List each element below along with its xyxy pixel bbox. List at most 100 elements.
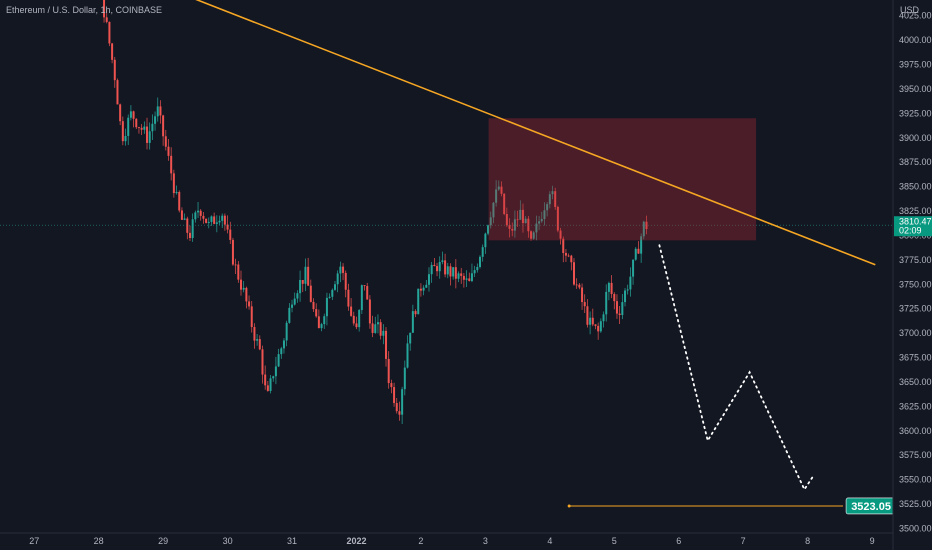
time-tick-label: 29 xyxy=(158,536,168,546)
candle xyxy=(218,215,221,226)
candle-body xyxy=(186,218,189,233)
candle-body xyxy=(360,285,363,311)
candle xyxy=(317,309,320,329)
candle-body xyxy=(508,225,511,229)
candle xyxy=(162,114,165,146)
candle-body xyxy=(495,189,498,203)
candle xyxy=(172,169,175,198)
candle-body xyxy=(178,191,181,211)
candle-body xyxy=(191,219,194,239)
candle-body xyxy=(207,221,210,223)
candle-body xyxy=(540,218,543,222)
candle xyxy=(508,218,511,238)
candle xyxy=(333,281,336,291)
candle xyxy=(164,129,167,151)
candle xyxy=(427,267,430,292)
candle xyxy=(519,200,522,220)
price-tick-label: 3750.00 xyxy=(899,279,932,289)
candle-body xyxy=(119,104,122,122)
candle xyxy=(309,279,312,303)
price-tick-label: 3775.00 xyxy=(899,255,932,265)
candle xyxy=(497,180,500,191)
candle-body xyxy=(156,106,159,117)
candle xyxy=(108,21,111,47)
candle xyxy=(449,263,452,286)
candle xyxy=(360,284,363,314)
candle-body xyxy=(393,387,396,404)
candle-body xyxy=(637,248,640,254)
candle-body xyxy=(489,217,492,226)
candle-body xyxy=(624,290,627,303)
time-tick-label: 30 xyxy=(223,536,233,546)
candle xyxy=(586,299,589,328)
candle xyxy=(546,202,549,217)
candle xyxy=(366,282,369,300)
candle-body xyxy=(484,233,487,248)
candle-body xyxy=(248,301,251,307)
candle-body xyxy=(256,339,259,341)
price-tick-label: 3600.00 xyxy=(899,426,932,436)
candle xyxy=(589,311,592,335)
price-tick-label: 4000.00 xyxy=(899,35,932,45)
candle-body xyxy=(564,252,567,256)
candle xyxy=(615,294,618,319)
candle-body xyxy=(358,310,361,328)
currency-label[interactable]: USD xyxy=(900,5,920,15)
time-tick-label: 8 xyxy=(805,536,810,546)
candle-body xyxy=(336,273,339,285)
candle xyxy=(379,319,382,340)
candle-body xyxy=(575,284,578,286)
candle xyxy=(607,281,610,301)
candle-body xyxy=(626,289,629,291)
candle xyxy=(597,322,600,340)
candle xyxy=(146,117,149,150)
candle xyxy=(269,374,272,394)
candle xyxy=(538,216,541,231)
price-tick-label: 3700.00 xyxy=(899,328,932,338)
candle-body xyxy=(215,222,218,224)
candle-body xyxy=(261,349,264,375)
candle-body xyxy=(470,273,473,282)
candle xyxy=(374,316,377,334)
candle-body xyxy=(116,80,119,105)
candle xyxy=(250,300,253,333)
candle-body xyxy=(108,21,111,44)
candle xyxy=(645,215,648,235)
candle xyxy=(237,261,240,283)
candle xyxy=(495,180,498,207)
candle xyxy=(401,386,404,424)
candle-body xyxy=(328,296,331,298)
candle xyxy=(277,348,280,367)
candle xyxy=(301,279,304,293)
candle-body xyxy=(452,267,455,277)
candle xyxy=(425,279,428,288)
candle-body xyxy=(583,302,586,307)
candle xyxy=(624,288,627,307)
candle-body xyxy=(581,287,584,303)
candle-body xyxy=(277,354,280,367)
candle xyxy=(248,295,251,310)
candle-body xyxy=(210,216,213,222)
candle-body xyxy=(180,210,183,220)
candle-body xyxy=(578,284,581,288)
candle xyxy=(513,210,516,238)
candle xyxy=(618,305,621,325)
candle-body xyxy=(607,282,610,292)
price-tick-label: 3925.00 xyxy=(899,108,932,118)
candle-body xyxy=(497,186,500,190)
candle-body xyxy=(197,210,200,213)
candle-body xyxy=(503,193,506,215)
candle-body xyxy=(374,324,377,333)
candle xyxy=(304,258,307,292)
candle xyxy=(116,78,119,105)
candle xyxy=(320,322,323,332)
candle-body xyxy=(124,135,127,142)
candle-body xyxy=(419,288,422,291)
candle-body xyxy=(387,358,390,384)
candle xyxy=(325,292,328,326)
candle xyxy=(505,207,508,228)
candle xyxy=(530,230,533,241)
candle-body xyxy=(331,289,334,297)
candle xyxy=(382,324,385,345)
